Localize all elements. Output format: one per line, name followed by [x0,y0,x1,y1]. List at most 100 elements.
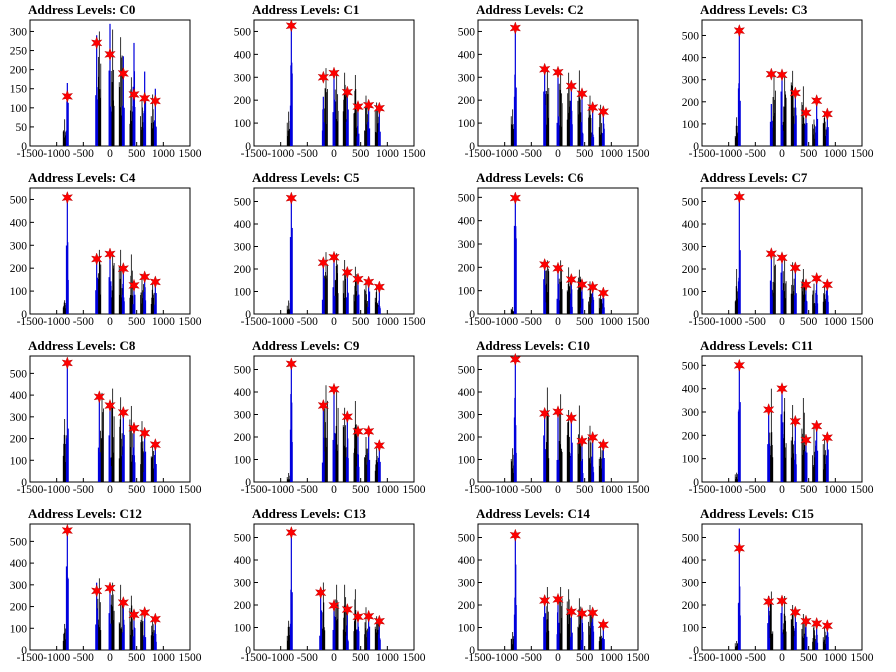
peak-marker [810,419,823,433]
peak-marker [821,278,834,292]
y-tick-label: 0 [693,309,699,321]
y-tick-label: 200 [234,95,252,107]
y-tick-label: 500 [10,536,28,548]
blue-peak [121,412,125,482]
x-tick-label: -1500 [17,148,44,160]
peak-marker [810,616,823,631]
chart-title: Address Levels: C10 [476,338,590,353]
chart-svg-c15: Address Levels: C15 0 100 200 300 400 500 -1500… [682,506,874,664]
chart-title: Address Levels: C6 [476,170,584,185]
blue-peak [345,273,349,314]
x-tick-label: 1500 [179,148,202,160]
y-tick-label: 300 [458,410,476,422]
black-peak [545,68,550,146]
chart-panel-c6: Address Levels: C6 0 100 200 300 400 500 -1500-… [448,168,672,336]
y-tick-label: 400 [234,387,252,399]
y-tick-label: 0 [693,645,699,657]
x-tick-label: 0 [107,148,113,160]
chart-title: Address Levels: C8 [28,338,136,353]
y-tick-label: 0 [21,645,27,657]
x-tick-label: 1000 [824,484,847,496]
peak-marker [538,257,551,272]
peak-marker [138,270,151,284]
black-peak [110,252,115,314]
blue-peak [121,268,125,314]
x-tick-label: -500 [297,484,318,496]
x-tick-label: 1500 [627,484,650,496]
blue-peak [377,111,381,146]
black-peak [812,119,816,146]
chart-svg-c13: Address Levels: C13 0 100 200 300 400 500 -1500… [234,506,426,664]
y-tick-label: 400 [10,558,28,570]
x-tick-label: 500 [576,316,594,328]
x-tick-label: 0 [331,652,337,664]
x-tick-label: 1500 [851,148,874,160]
x-tick-label: 0 [331,484,337,496]
x-tick-label: 1500 [851,484,874,496]
chart-panel-c2: Address Levels: C2 0 100 200 300 400 500 -1500-… [448,0,672,168]
x-tick-label: -1500 [241,652,268,664]
peak-marker [328,382,340,396]
x-tick-label: 0 [779,652,785,664]
blue-peak [332,605,336,650]
x-tick-label: 500 [352,652,370,664]
x-tick-label: 1000 [600,148,623,160]
peak-marker [128,87,140,102]
y-tick-label: 300 [10,580,28,592]
y-tick-label: 50 [16,122,28,134]
black-peak [129,77,134,146]
chart-title: Address Levels: C12 [28,506,142,521]
blue-peak [543,70,547,146]
x-tick-label: -1500 [465,316,492,328]
chart-panel-c9: Address Levels: C9 0 100 200 300 400 500 -1500-… [224,336,448,504]
y-tick-label: 200 [234,432,252,444]
chart-title: Address Levels: C11 [700,338,813,353]
x-tick-label: 500 [800,652,818,664]
black-peak [772,73,776,146]
x-tick-label: -500 [745,652,766,664]
peak-marker [117,405,130,420]
black-peak [510,632,515,650]
peak-marker [597,286,610,300]
x-tick-label: -500 [745,484,766,496]
x-tick-label: -1000 [267,148,294,160]
y-tick-label: 0 [21,309,27,321]
y-tick-label: 500 [682,197,700,209]
peak-marker [61,523,74,538]
y-tick-label: 100 [10,455,28,467]
blue-peak [97,397,101,482]
y-tick-label: 400 [458,387,476,399]
y-tick-label: 500 [458,365,476,377]
y-tick-label: 0 [693,477,699,489]
peak-marker [328,250,340,264]
y-tick-label: 200 [458,432,476,444]
chart-svg-c9: Address Levels: C90100200300400500-1500-… [234,338,426,496]
y-tick-label: 0 [21,141,27,153]
peak-marker [373,280,386,294]
y-tick-label: 400 [234,219,252,231]
x-tick-label: -500 [521,484,542,496]
peak-marker [352,272,364,286]
peak-marker [373,438,386,453]
chart-title: Address Levels: C9 [252,338,360,353]
x-tick-label: 500 [352,484,370,496]
blue-peak [65,528,69,650]
peak-marker [800,614,812,628]
blue-peak [569,416,573,482]
y-tick-label: 500 [458,26,476,38]
black-peak [822,435,827,482]
blue-peak [580,283,584,314]
black-peak [790,70,795,146]
blue-peak [95,259,99,314]
y-tick-label: 500 [458,192,476,204]
peak-marker [509,528,522,542]
y-tick-label: 500 [682,360,700,372]
x-tick-label: -1500 [241,316,268,328]
peak-marker [138,91,151,105]
y-tick-label: 300 [234,242,252,254]
blue-peak [780,73,784,146]
chart-svg-c8: Address Levels: C80100200300400500-1500-… [10,338,202,496]
blue-peak [580,93,584,146]
x-tick-label: -1500 [465,484,492,496]
x-tick-label: 500 [800,484,818,496]
